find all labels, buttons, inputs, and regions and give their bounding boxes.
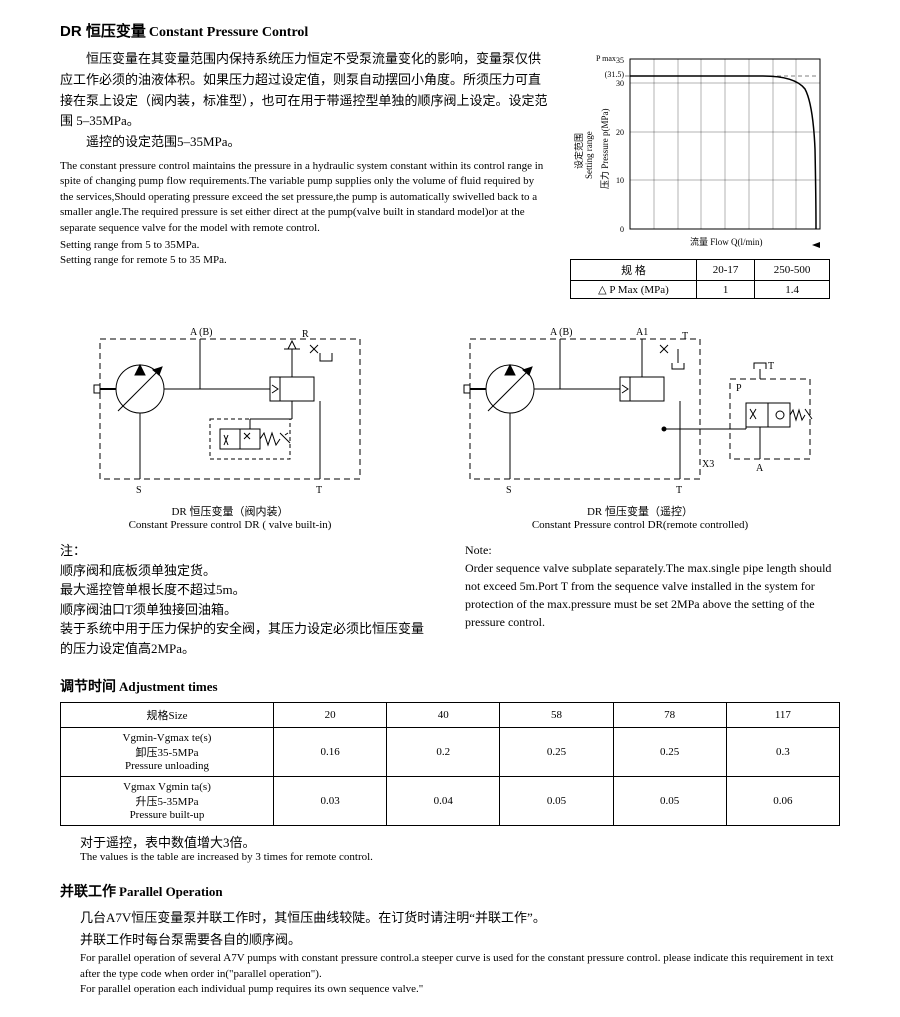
parallel-title-en: Parallel Operation xyxy=(119,884,223,899)
svg-text:(31.5): (31.5) xyxy=(605,70,625,79)
chart-ylab-en: Setting range xyxy=(584,131,594,179)
adj-size-1: 40 xyxy=(387,703,500,728)
adj-r2v0: 0.03 xyxy=(274,777,387,826)
intro-text-block: 恒压变量在其变量范围内保持系统压力恒定不受泵流量变化的影响，变量泵仅供应工作必须… xyxy=(60,49,550,299)
adj-r1v1: 0.2 xyxy=(387,728,500,777)
svg-text:A: A xyxy=(756,463,764,474)
chart-block: 设定范围 Setting range 压力 Pressure p(MPa) xyxy=(570,49,840,299)
svg-text:0: 0 xyxy=(620,225,624,234)
svg-text:T: T xyxy=(682,331,688,342)
hydraulic-schematic-right: A (B) A1 T S T X3 xyxy=(460,319,820,499)
adj-footnote-cn: 对于遥控，表中数值增大3倍。 xyxy=(80,832,840,851)
hydraulic-schematic-left: R A (B) xyxy=(80,319,380,499)
adj-size-3: 78 xyxy=(613,703,726,728)
svg-text:S: S xyxy=(506,485,512,496)
table-row: 规格Size 20 40 58 78 117 xyxy=(61,703,840,728)
notes-cn-title: 注： xyxy=(60,541,435,561)
svg-text:R: R xyxy=(302,329,309,340)
spec-table: 规 格 20-17 250-500 △ P Max (MPa) 1 1.4 xyxy=(570,259,830,299)
table-row: Vgmax Vgmin ta(s) 升压5-35MPa Pressure bui… xyxy=(61,777,840,826)
svg-text:T: T xyxy=(316,485,322,496)
svg-text:流量 Flow Q(l/min): 流量 Flow Q(l/min) xyxy=(690,236,763,247)
notes-cn: 注： 顺序阀和底板须单独定货。 最大遥控管单根长度不超过5m。 顺序阀油口T须单… xyxy=(60,541,435,658)
notes-cn-3: 顺序阀油口T须单独接回油箱。 xyxy=(60,600,435,620)
spec-v1: 1 xyxy=(697,281,755,299)
intro-para-cn: 恒压变量在其变量范围内保持系统压力恒定不受泵流量变化的影响，变量泵仅供应工作必须… xyxy=(60,49,550,132)
spec-v2: 1.4 xyxy=(755,281,830,299)
setting-range-1: Setting range from 5 to 35MPa. xyxy=(60,238,550,253)
diagram-left: R A (B) xyxy=(80,319,380,531)
parallel-en2: For parallel operation each individual p… xyxy=(80,982,840,997)
intro-para-en: The constant pressure control maintains … xyxy=(60,159,550,236)
hydraulic-diagrams-row: R A (B) xyxy=(60,319,840,531)
diagram-left-caption-en: Constant Pressure control DR ( valve bui… xyxy=(80,519,380,531)
adj-r2v1: 0.04 xyxy=(387,777,500,826)
chart-ylab-cn: 设定范围 xyxy=(573,133,584,169)
svg-text:A (B): A (B) xyxy=(550,327,573,338)
page-title: DR 恒压变量 Constant Pressure Control xyxy=(60,20,840,41)
adj-row2-label: Vgmax Vgmin ta(s) 升压5-35MPa Pressure bui… xyxy=(61,777,274,826)
setting-range-2: Setting range for remote 5 to 35 MPa. xyxy=(60,253,550,268)
notes-row: 注： 顺序阀和底板须单独定货。 最大遥控管单根长度不超过5m。 顺序阀油口T须单… xyxy=(60,541,840,658)
adj-footnote-en: The values is the table are increased by… xyxy=(80,851,840,863)
notes-cn-1: 顺序阀和底板须单独定货。 xyxy=(60,561,435,581)
notes-en-title: Note: xyxy=(465,541,840,559)
svg-text:P: P xyxy=(736,383,742,394)
notes-cn-2: 最大遥控管单根长度不超过5m。 xyxy=(60,580,435,600)
notes-cn-4: 装于系统中用于压力保护的安全阀，其压力设定必须比恒压变量的压力设定值高2MPa。 xyxy=(60,619,435,658)
adj-size-label: 规格Size xyxy=(61,703,274,728)
adj-title-cn: 调节时间 xyxy=(60,678,116,694)
spec-head-col1: 20-17 xyxy=(697,260,755,281)
adj-size-2: 58 xyxy=(500,703,613,728)
pressure-flow-chart: 设定范围 Setting range 压力 Pressure p(MPa) xyxy=(570,49,830,249)
svg-text:P max: P max xyxy=(596,54,616,63)
diagram-right: A (B) A1 T S T X3 xyxy=(460,319,820,531)
adj-r2v3: 0.05 xyxy=(613,777,726,826)
parallel-en1: For parallel operation of several A7V pu… xyxy=(80,951,840,982)
table-row: 规 格 20-17 250-500 xyxy=(571,260,830,281)
parallel-block: 几台A7V恒压变量泵并联工作时，其恒压曲线较陡。在订货时请注明“并联工作”。 并… xyxy=(80,907,840,997)
title-cn: DR 恒压变量 xyxy=(60,23,146,40)
adj-title-en: Adjustment times xyxy=(119,679,218,694)
notes-en-1: Order sequence valve subplate separately… xyxy=(465,559,840,631)
adj-size-0: 20 xyxy=(274,703,387,728)
intro-row: 恒压变量在其变量范围内保持系统压力恒定不受泵流量变化的影响，变量泵仅供应工作必须… xyxy=(60,49,840,299)
adj-r1v0: 0.16 xyxy=(274,728,387,777)
adjustment-table: 规格Size 20 40 58 78 117 Vgmin-Vgmax te(s)… xyxy=(60,702,840,826)
parallel-cn2: 并联工作时每台泵需要各自的顺序阀。 xyxy=(80,929,840,951)
parallel-cn1: 几台A7V恒压变量泵并联工作时，其恒压曲线较陡。在订货时请注明“并联工作”。 xyxy=(80,907,840,929)
parallel-title-cn: 并联工作 xyxy=(60,883,116,899)
notes-en: Note: Order sequence valve subplate sepa… xyxy=(465,541,840,658)
diagram-right-caption-cn: DR 恒压变量（遥控） xyxy=(460,503,820,519)
title-en: Constant Pressure Control xyxy=(149,25,308,40)
adj-r1v4: 0.3 xyxy=(726,728,839,777)
intro-para-cn2: 遥控的设定范围5–35MPa。 xyxy=(60,132,550,153)
table-row: △ P Max (MPa) 1 1.4 xyxy=(571,281,830,299)
parallel-title: 并联工作 Parallel Operation xyxy=(60,881,840,901)
adj-row1-label: Vgmin-Vgmax te(s) 卸压35-5MPa Pressure unl… xyxy=(61,728,274,777)
adj-size-4: 117 xyxy=(726,703,839,728)
svg-text:A (B): A (B) xyxy=(190,327,213,338)
spec-head-col2: 250-500 xyxy=(755,260,830,281)
adj-r2v2: 0.05 xyxy=(500,777,613,826)
svg-text:S: S xyxy=(136,485,142,496)
svg-text:T: T xyxy=(676,485,682,496)
diagram-right-caption-en: Constant Pressure control DR(remote cont… xyxy=(460,519,820,531)
svg-text:A1: A1 xyxy=(636,327,648,338)
adj-r1v2: 0.25 xyxy=(500,728,613,777)
chart-yaxis-cn: 压力 Pressure p(MPa) xyxy=(599,108,610,189)
spec-head-label: 规 格 xyxy=(571,260,697,281)
adj-r2v4: 0.06 xyxy=(726,777,839,826)
svg-text:10: 10 xyxy=(616,176,624,185)
svg-text:X3: X3 xyxy=(702,459,714,470)
svg-text:T: T xyxy=(768,361,774,372)
svg-text:30: 30 xyxy=(616,79,624,88)
spec-row-label: △ P Max (MPa) xyxy=(571,281,697,299)
svg-text:20: 20 xyxy=(616,128,624,137)
diagram-left-caption-cn: DR 恒压变量（阀内装） xyxy=(80,503,380,519)
svg-text:35: 35 xyxy=(616,56,624,65)
adj-title: 调节时间 Adjustment times xyxy=(60,676,840,696)
table-row: Vgmin-Vgmax te(s) 卸压35-5MPa Pressure unl… xyxy=(61,728,840,777)
adj-r1v3: 0.25 xyxy=(613,728,726,777)
